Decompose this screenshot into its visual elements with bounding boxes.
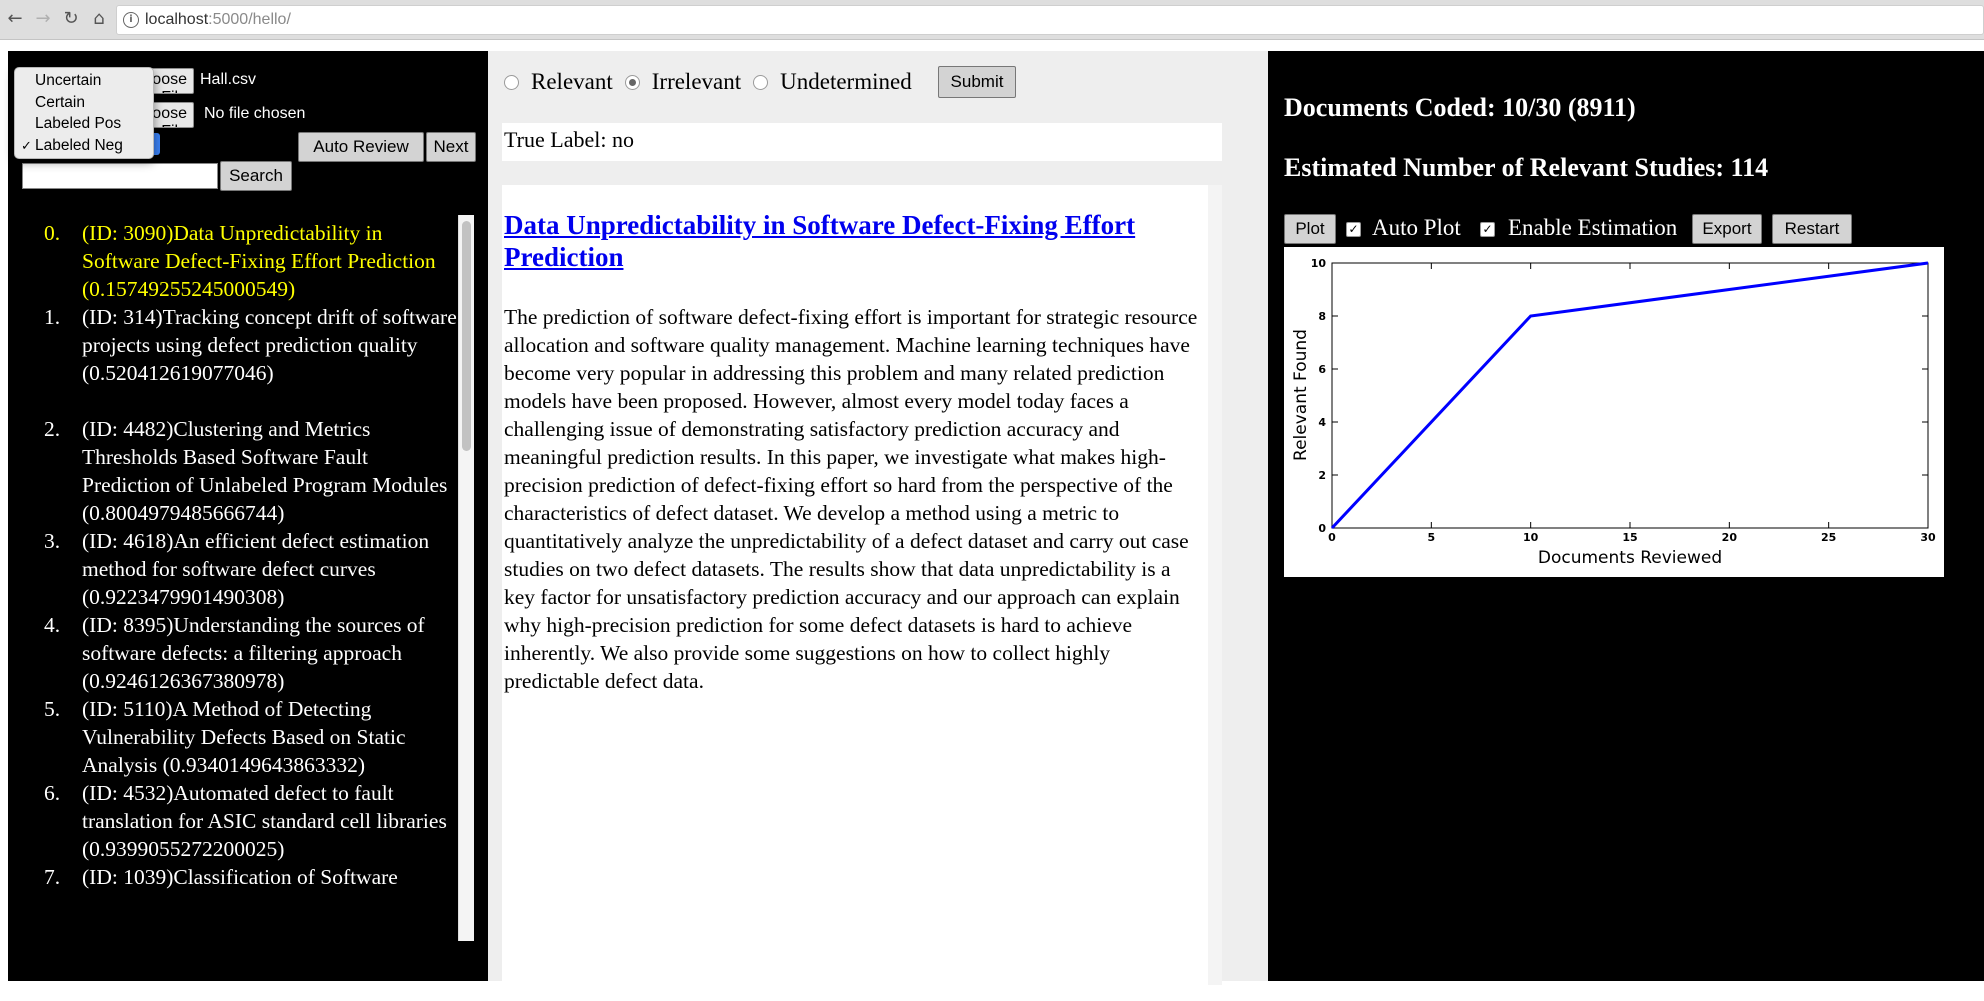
radio-relevant[interactable]: [504, 74, 519, 90]
true-label: True Label: no: [502, 123, 1222, 161]
dropdown-option-uncertain[interactable]: Uncertain: [35, 72, 102, 89]
y-tick-label: 0: [1318, 522, 1326, 535]
auto-plot-label[interactable]: Auto Plot: [1372, 215, 1461, 240]
y-axis-label: Relevant Found: [1291, 329, 1311, 461]
radio-undetermined[interactable]: [753, 74, 769, 90]
radio-relevant-label[interactable]: Relevant: [531, 69, 613, 94]
radio-irrelevant-label[interactable]: Irrelevant: [651, 69, 742, 94]
documents-coded: Documents Coded: 10/30 (8911): [1284, 93, 1636, 122]
checkmark-icon: ✓: [21, 137, 32, 153]
right-panel: Documents Coded: 10/30 (8911) Estimated …: [1268, 51, 1984, 981]
auto-plot-checkbox[interactable]: ✓: [1346, 222, 1361, 237]
back-icon[interactable]: ←: [7, 8, 23, 29]
home-icon[interactable]: ⌂: [93, 8, 105, 29]
restart-button[interactable]: Restart: [1772, 214, 1852, 244]
y-tick-label: 2: [1318, 469, 1326, 482]
plot-button[interactable]: Plot: [1284, 214, 1336, 244]
forward-icon[interactable]: →: [35, 8, 51, 29]
label-radio-group: Relevant Irrelevant Undetermined: [504, 65, 924, 99]
series-line: [1330, 261, 1929, 530]
document-title-link[interactable]: Data Unpredictability in Software Defect…: [504, 210, 1136, 272]
dropdown-option-labeled-pos[interactable]: Labeled Pos: [35, 115, 122, 132]
radio-undetermined-label[interactable]: Undetermined: [780, 69, 912, 94]
estimated-relevant: Estimated Number of Relevant Studies: 11…: [1284, 153, 1769, 182]
x-tick-label: 20: [1722, 531, 1738, 544]
x-tick-label: 10: [1523, 531, 1539, 544]
reload-icon[interactable]: ↻: [63, 8, 79, 29]
document-abstract: The prediction of software defect-fixing…: [504, 305, 1198, 693]
x-tick-label: 5: [1428, 531, 1436, 544]
enable-estimation-checkbox[interactable]: ✓: [1480, 222, 1495, 237]
x-tick-label: 15: [1622, 531, 1637, 544]
recall-chart: 0 5 10 15 20 25 30 0 2 4 6 8 10 Documents Reviewed R…: [1284, 247, 1944, 577]
file-name-2: No file chosen: [204, 105, 306, 122]
document-list-scrollbar[interactable]: [458, 215, 474, 941]
document-viewer: Data Unpredictability in Software Defect…: [502, 185, 1222, 985]
browser-toolbar: ← → ↻ ⌂ i localhost:5000/hello/: [0, 0, 1984, 40]
search-input[interactable]: [22, 163, 218, 189]
search-button[interactable]: Search: [220, 161, 292, 191]
submit-button[interactable]: Submit: [938, 66, 1016, 98]
y-tick-label: 6: [1318, 363, 1326, 376]
auto-review-button[interactable]: Auto Review: [298, 132, 424, 162]
y-tick-label: 4: [1318, 416, 1326, 429]
url-text[interactable]: localhost:5000/hello/: [145, 11, 291, 28]
label-dropdown-menu[interactable]: Uncertain Certain Labeled Pos ✓ Labeled N…: [14, 67, 154, 159]
middle-panel: Relevant Irrelevant Undetermined Submit …: [488, 51, 1268, 985]
file-name-1: Hall.csv: [200, 71, 257, 88]
y-tick-label: 10: [1311, 257, 1327, 270]
left-panel: Choose File Hall.csv Choose File No file…: [8, 51, 488, 981]
document-list: 0. (ID: 3090)Data Unpredictability in Sof…: [44, 221, 457, 889]
recall-chart-svg: 0 5 10 15 20 25 30 0 2 4 6 8 10 Documents Reviewed R…: [1291, 257, 1936, 568]
export-button[interactable]: Export: [1692, 214, 1762, 244]
dropdown-option-certain[interactable]: Certain: [35, 93, 85, 111]
x-axis-label: Documents Reviewed: [1538, 548, 1722, 568]
next-button[interactable]: Next: [426, 132, 476, 162]
x-tick-label: 25: [1821, 531, 1836, 544]
y-tick-label: 8: [1318, 310, 1326, 323]
x-tick-label: 0: [1328, 531, 1336, 544]
address-bar[interactable]: i localhost:5000/hello/: [116, 5, 1984, 35]
enable-estimation-label[interactable]: Enable Estimation: [1508, 215, 1678, 240]
radio-irrelevant[interactable]: [624, 74, 640, 90]
scrollbar-thumb[interactable]: [462, 221, 471, 451]
info-icon[interactable]: i: [123, 12, 139, 28]
dropdown-option-labeled-neg[interactable]: ✓ Labeled Neg: [15, 135, 153, 157]
x-tick-label: 30: [1920, 531, 1936, 544]
